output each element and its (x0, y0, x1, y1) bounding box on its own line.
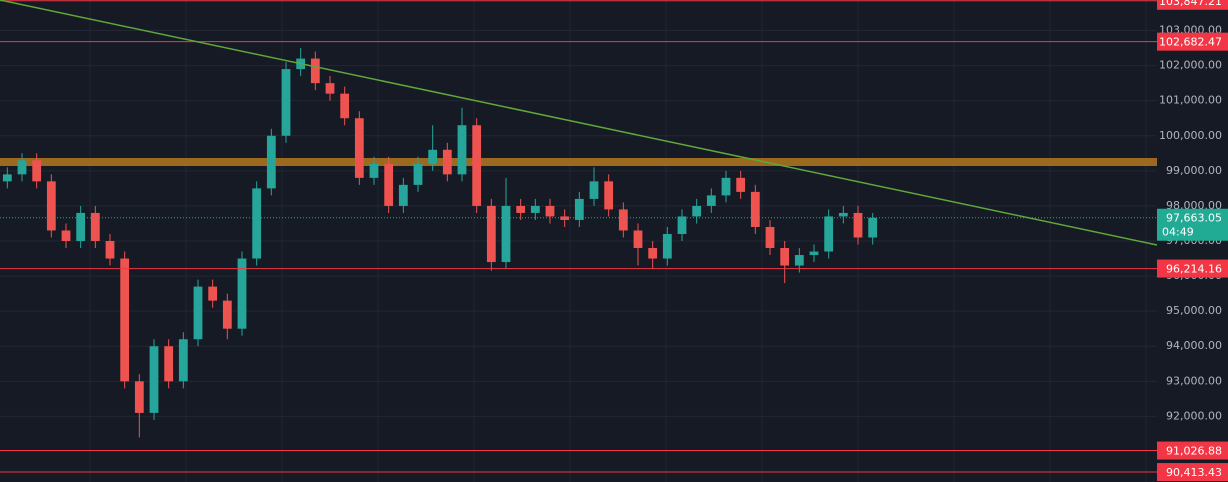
price-line-label-box (1157, 0, 1228, 10)
candle-body (208, 286, 218, 301)
candle-body (46, 181, 56, 231)
candle-body (164, 346, 174, 382)
candle-body (604, 181, 614, 210)
y-tick-label: 102,000.00 (1159, 59, 1222, 72)
candle-body (76, 212, 86, 241)
candle-body (516, 205, 526, 213)
candle-body (222, 300, 232, 329)
y-tick-label: 94,000.00 (1166, 339, 1222, 352)
candle-body (780, 248, 790, 266)
candle-body (17, 160, 27, 175)
price-line-label: 96,214.16 (1166, 263, 1222, 276)
candle-body (501, 205, 511, 263)
candle-body (677, 216, 687, 234)
candle-body (824, 216, 834, 252)
price-line-label: 102,682.47 (1159, 36, 1222, 49)
candle-body (2, 174, 12, 182)
candle-body (252, 188, 262, 259)
candle-body (193, 286, 203, 340)
candle-body (530, 205, 540, 213)
last-price-label: 97,663.05 (1166, 212, 1222, 225)
candle-body (618, 209, 628, 231)
candle-body (134, 381, 144, 413)
candle-body (61, 230, 71, 241)
candle-body (413, 163, 423, 185)
y-tick-label: 99,000.00 (1166, 164, 1222, 177)
candle-body (457, 125, 467, 175)
candle-body (545, 205, 555, 217)
trend-line (0, 0, 1158, 246)
price-line-label: 91,026.88 (1166, 445, 1222, 458)
price-line-label-box (1157, 32, 1228, 51)
candle-body (794, 255, 804, 266)
candle-body (266, 135, 276, 189)
candle-body (120, 258, 130, 382)
candle-body (574, 198, 584, 220)
countdown-label: 04:49 (1162, 226, 1194, 239)
y-tick-label: 92,000.00 (1166, 409, 1222, 422)
price-line-label-box (1157, 441, 1228, 460)
y-tick-label: 101,000.00 (1159, 94, 1222, 107)
resistance-zone (0, 158, 1157, 166)
y-tick-label: 98,000.00 (1166, 199, 1222, 212)
y-tick-label: 95,000.00 (1166, 304, 1222, 317)
candle-body (633, 230, 643, 249)
candle-body (442, 149, 452, 175)
candle-body (32, 160, 42, 182)
price-line-label-box (1157, 463, 1228, 482)
price-line-label-box (1157, 259, 1228, 278)
candle-body (589, 181, 599, 199)
candle-body (486, 205, 496, 263)
candle-body (809, 251, 819, 256)
candle-body (838, 212, 848, 217)
candle-body (325, 83, 335, 94)
candle-body (428, 149, 438, 164)
candle-body (648, 248, 658, 259)
candle-body (868, 217, 878, 238)
candle-body (310, 58, 320, 84)
candle-body (750, 191, 760, 227)
candle-body (369, 163, 379, 178)
candle-body (736, 177, 746, 192)
candle-body (178, 339, 188, 382)
candle-body (384, 163, 394, 206)
candle-body (354, 118, 364, 178)
candle-body (149, 346, 159, 413)
candle-body (706, 195, 716, 206)
candle-body (237, 258, 247, 329)
price-line-label: 103,847.21 (1159, 0, 1222, 8)
candle-body (472, 125, 482, 206)
y-tick-label: 100,000.00 (1159, 129, 1222, 142)
candle-body (662, 233, 672, 259)
last-price-box (1157, 208, 1228, 241)
candle-body (90, 212, 100, 241)
candle-body (340, 93, 350, 119)
candle-body (721, 177, 731, 196)
candle-body (398, 184, 408, 206)
price-axis: 92,000.0093,000.0094,000.0095,000.0096,0… (1157, 0, 1228, 482)
plot (0, 0, 1157, 473)
candle-body (105, 241, 115, 259)
candle-body (765, 226, 775, 249)
candle-body (281, 69, 291, 136)
y-tick-label: 93,000.00 (1166, 374, 1222, 387)
price-line-label: 90,413.43 (1166, 466, 1222, 479)
candle-body (853, 212, 863, 238)
candle-body (692, 205, 702, 217)
